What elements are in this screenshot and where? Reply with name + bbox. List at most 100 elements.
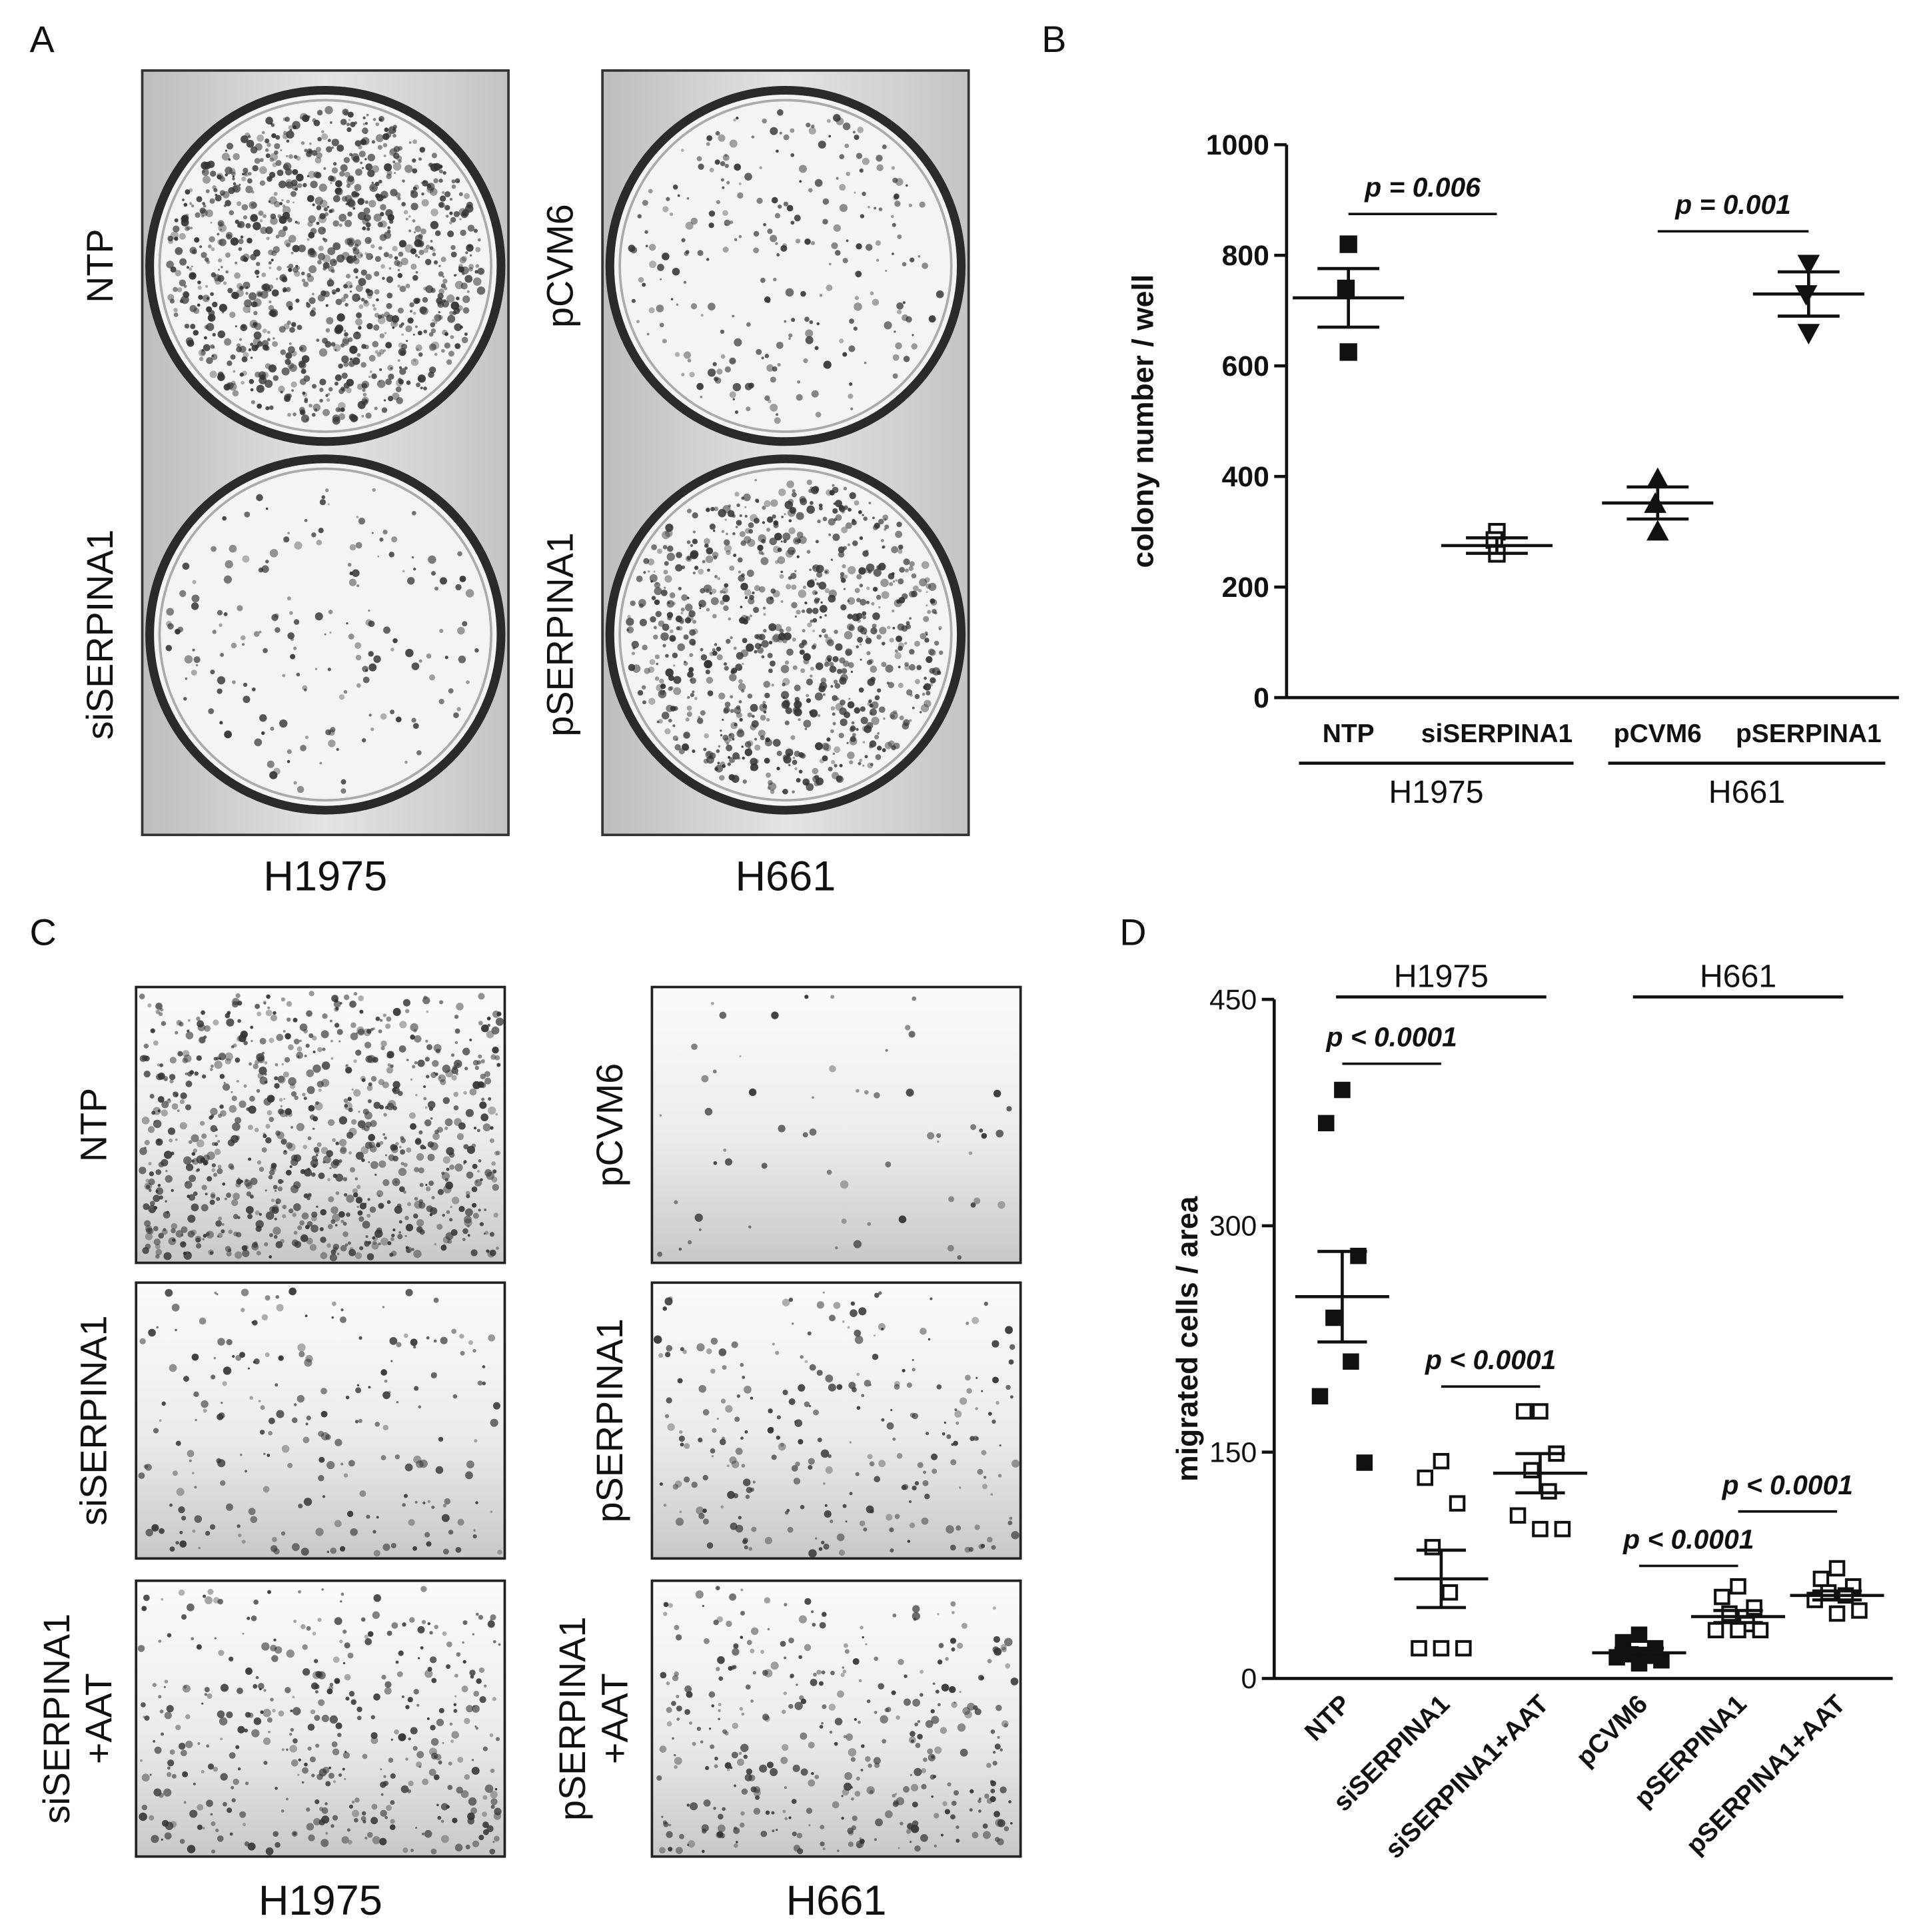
colony [849, 1492, 853, 1496]
colony [251, 687, 256, 692]
colony [304, 1762, 308, 1767]
colony [350, 1699, 356, 1705]
colony [145, 1528, 153, 1537]
colony [472, 1081, 481, 1089]
colony [874, 1838, 877, 1841]
colony [395, 1660, 399, 1664]
colony [865, 1755, 871, 1762]
colony [229, 1656, 234, 1662]
colony [285, 352, 293, 359]
colony [732, 398, 735, 400]
colony [952, 1611, 955, 1614]
colony [920, 711, 922, 714]
colony [816, 1670, 822, 1675]
colony [420, 228, 426, 235]
colony [476, 286, 486, 295]
colony [860, 706, 866, 712]
colony [317, 252, 325, 260]
colony [858, 1307, 867, 1316]
colony [971, 1831, 979, 1839]
colony [770, 376, 776, 383]
colony [370, 727, 374, 731]
colony [266, 994, 271, 999]
colony [380, 713, 387, 720]
colony [309, 404, 313, 408]
colony [342, 1231, 348, 1237]
colony [376, 1190, 384, 1197]
colony [903, 355, 910, 362]
colony [854, 707, 861, 714]
colony [959, 1486, 961, 1489]
colony [332, 220, 339, 227]
colony [666, 600, 674, 608]
colony [951, 1647, 956, 1652]
colony [304, 688, 307, 692]
colony [930, 677, 936, 684]
colony [932, 1682, 936, 1686]
colony [340, 296, 346, 302]
colony [371, 1242, 379, 1250]
colony [312, 292, 315, 296]
colony [747, 740, 754, 747]
colony [478, 1834, 484, 1841]
colony [390, 1800, 395, 1805]
colony [726, 638, 731, 644]
colony [364, 237, 372, 244]
colony [818, 685, 826, 693]
colony [740, 582, 748, 591]
colony [696, 1506, 704, 1515]
colony [930, 1297, 933, 1300]
colony [897, 623, 905, 631]
colony [390, 648, 394, 652]
colony [221, 153, 230, 161]
colony [659, 678, 664, 684]
colony [870, 627, 878, 635]
colony [372, 1530, 376, 1534]
colony [417, 374, 426, 383]
colony [229, 1105, 237, 1113]
colony [290, 654, 296, 660]
colony [353, 1059, 357, 1063]
colony [388, 1757, 394, 1763]
colony [912, 334, 914, 336]
colony [275, 160, 282, 167]
colony [439, 628, 444, 634]
colony [762, 1713, 770, 1721]
colony [346, 1064, 348, 1067]
colony [664, 586, 666, 589]
colony [740, 1811, 745, 1816]
colony [858, 1679, 862, 1683]
colony [1008, 1800, 1012, 1803]
colony [812, 486, 820, 493]
colony [823, 360, 832, 369]
colony [812, 630, 816, 633]
colony [446, 1210, 450, 1214]
colony [259, 1212, 263, 1216]
well-label: NTP [79, 229, 121, 302]
colony [304, 397, 309, 402]
colony [278, 1108, 284, 1115]
colony [865, 638, 872, 644]
colony [664, 575, 672, 583]
colony [269, 300, 272, 304]
colony [183, 203, 188, 207]
colony [489, 1249, 496, 1256]
colony [448, 1530, 454, 1535]
colony [226, 1711, 233, 1719]
data-point [1653, 1652, 1670, 1669]
colony [489, 1138, 494, 1143]
colony [428, 332, 434, 337]
colony [751, 135, 755, 139]
colony [389, 1336, 398, 1345]
colony [193, 330, 199, 336]
colony [245, 286, 249, 289]
colony [942, 1432, 946, 1436]
colony [706, 608, 710, 612]
colony [975, 1376, 978, 1379]
colony [292, 121, 301, 130]
colony [432, 1060, 439, 1067]
colony [782, 1389, 788, 1396]
colony [332, 1173, 338, 1179]
colony [803, 653, 811, 661]
colony [738, 1516, 742, 1520]
